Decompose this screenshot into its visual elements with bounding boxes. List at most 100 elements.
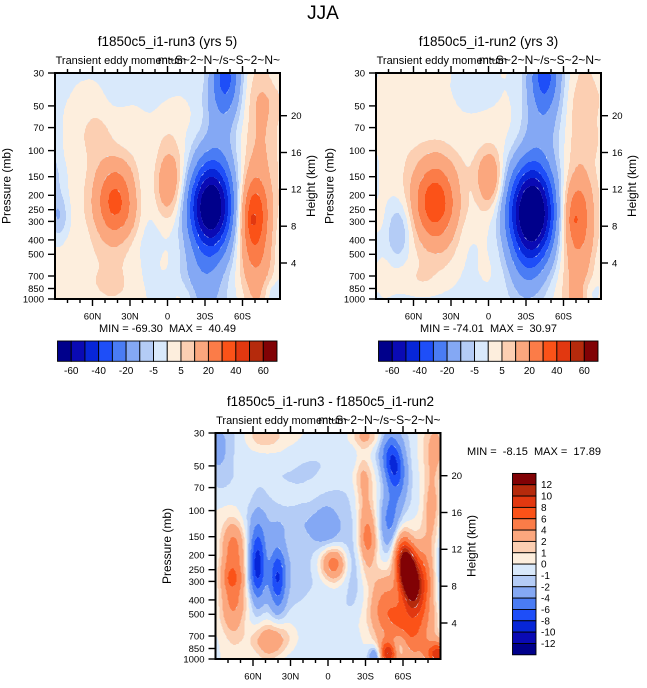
svg-text:12: 12 — [541, 480, 553, 491]
svg-text:-5: -5 — [470, 366, 479, 377]
svg-text:70: 70 — [194, 483, 205, 494]
svg-text:30S: 30S — [518, 312, 535, 323]
svg-text:70: 70 — [354, 123, 365, 134]
svg-text:Height (km): Height (km) — [625, 155, 639, 217]
svg-text:30N: 30N — [442, 312, 460, 323]
svg-text:700: 700 — [28, 271, 44, 282]
svg-text:60S: 60S — [555, 312, 572, 323]
svg-text:250: 250 — [189, 565, 205, 576]
svg-text:200: 200 — [349, 191, 365, 202]
svg-text:Pressure (mb): Pressure (mb) — [0, 148, 13, 224]
svg-text:700: 700 — [349, 271, 365, 282]
svg-text:Pressure (mb): Pressure (mb) — [322, 148, 336, 224]
svg-text:-20: -20 — [119, 366, 134, 377]
svg-text:30N: 30N — [282, 672, 300, 683]
svg-text:20: 20 — [452, 471, 463, 482]
svg-text:Transient eddy momentum: Transient eddy momentum — [377, 55, 507, 67]
svg-text:16: 16 — [291, 148, 302, 159]
svg-text:200: 200 — [28, 191, 44, 202]
svg-text:12: 12 — [612, 185, 623, 196]
svg-text:20: 20 — [612, 111, 623, 122]
svg-text:-20: -20 — [440, 366, 455, 377]
svg-text:150: 150 — [28, 172, 44, 183]
svg-text:0: 0 — [325, 672, 330, 683]
svg-text:4: 4 — [541, 526, 547, 537]
svg-text:40: 40 — [230, 366, 242, 377]
svg-text:500: 500 — [189, 610, 205, 621]
svg-text:-2: -2 — [541, 582, 550, 593]
svg-text:300: 300 — [349, 217, 365, 228]
svg-text:Transient eddy momentum: Transient eddy momentum — [216, 415, 346, 427]
svg-text:m~S~2~N~/s~S~2~N~: m~S~2~N~/s~S~2~N~ — [479, 53, 601, 67]
svg-text:-40: -40 — [412, 366, 427, 377]
svg-text:-60: -60 — [64, 366, 79, 377]
svg-text:-4: -4 — [541, 594, 550, 605]
svg-text:5: 5 — [499, 366, 505, 377]
svg-text:8: 8 — [452, 582, 457, 593]
svg-text:MIN = -69.30 MAX = 40.49: MIN = -69.30 MAX = 40.49 — [99, 323, 236, 335]
svg-text:100: 100 — [28, 146, 44, 157]
svg-text:-1: -1 — [541, 571, 550, 582]
svg-text:m~S~2~N~/s~S~2~N~: m~S~2~N~/s~S~2~N~ — [318, 413, 440, 427]
svg-text:100: 100 — [189, 506, 205, 517]
svg-text:60: 60 — [579, 366, 591, 377]
svg-text:f1850c5_i1-run3 (yrs 5): f1850c5_i1-run3 (yrs 5) — [98, 34, 238, 49]
svg-text:0: 0 — [486, 312, 491, 323]
svg-text:200: 200 — [189, 551, 205, 562]
svg-text:4: 4 — [452, 618, 457, 629]
svg-text:0: 0 — [165, 312, 170, 323]
svg-text:70: 70 — [33, 123, 44, 134]
svg-text:1000: 1000 — [183, 654, 204, 665]
svg-text:4: 4 — [291, 258, 296, 269]
svg-text:500: 500 — [349, 250, 365, 261]
svg-text:30: 30 — [33, 68, 44, 79]
svg-text:Height (km): Height (km) — [304, 155, 318, 217]
svg-text:-8: -8 — [541, 616, 550, 627]
svg-text:JJA: JJA — [307, 3, 339, 24]
svg-text:60: 60 — [258, 366, 270, 377]
svg-text:-60: -60 — [385, 366, 400, 377]
svg-text:20: 20 — [203, 366, 215, 377]
svg-text:6: 6 — [541, 514, 547, 525]
svg-text:30: 30 — [194, 428, 205, 439]
svg-text:60N: 60N — [405, 312, 423, 323]
svg-text:10: 10 — [541, 492, 553, 503]
svg-text:12: 12 — [452, 545, 463, 556]
svg-text:m~S~2~N~/s~S~2~N~: m~S~2~N~/s~S~2~N~ — [158, 53, 280, 67]
svg-text:8: 8 — [612, 222, 617, 233]
svg-text:1000: 1000 — [23, 294, 44, 305]
svg-text:f1850c5_i1-run3 - f1850c5_i1-r: f1850c5_i1-run3 - f1850c5_i1-run2 — [227, 394, 434, 409]
svg-text:60S: 60S — [395, 672, 412, 683]
svg-text:12: 12 — [291, 185, 302, 196]
svg-text:20: 20 — [291, 111, 302, 122]
svg-text:400: 400 — [28, 235, 44, 246]
svg-text:500: 500 — [28, 250, 44, 261]
svg-text:40: 40 — [551, 366, 563, 377]
svg-text:100: 100 — [349, 146, 365, 157]
svg-text:60S: 60S — [234, 312, 251, 323]
svg-text:30: 30 — [354, 68, 365, 79]
svg-text:60N: 60N — [84, 312, 102, 323]
svg-text:8: 8 — [541, 503, 547, 514]
svg-text:300: 300 — [189, 577, 205, 588]
svg-text:150: 150 — [349, 172, 365, 183]
svg-text:16: 16 — [612, 148, 623, 159]
svg-text:20: 20 — [524, 366, 536, 377]
svg-text:-5: -5 — [149, 366, 158, 377]
svg-text:50: 50 — [194, 461, 205, 472]
svg-text:Transient eddy momentum: Transient eddy momentum — [56, 55, 186, 67]
svg-text:4: 4 — [612, 258, 617, 269]
svg-text:Pressure (mb): Pressure (mb) — [160, 508, 174, 584]
svg-text:-6: -6 — [541, 605, 550, 616]
svg-text:850: 850 — [349, 284, 365, 295]
svg-text:5: 5 — [178, 366, 184, 377]
svg-text:300: 300 — [28, 217, 44, 228]
svg-text:30S: 30S — [197, 312, 214, 323]
svg-text:-10: -10 — [541, 628, 556, 639]
svg-text:400: 400 — [189, 595, 205, 606]
svg-text:400: 400 — [349, 235, 365, 246]
svg-text:30S: 30S — [357, 672, 374, 683]
svg-text:2: 2 — [541, 537, 547, 548]
svg-text:30N: 30N — [121, 312, 139, 323]
svg-text:8: 8 — [291, 222, 296, 233]
